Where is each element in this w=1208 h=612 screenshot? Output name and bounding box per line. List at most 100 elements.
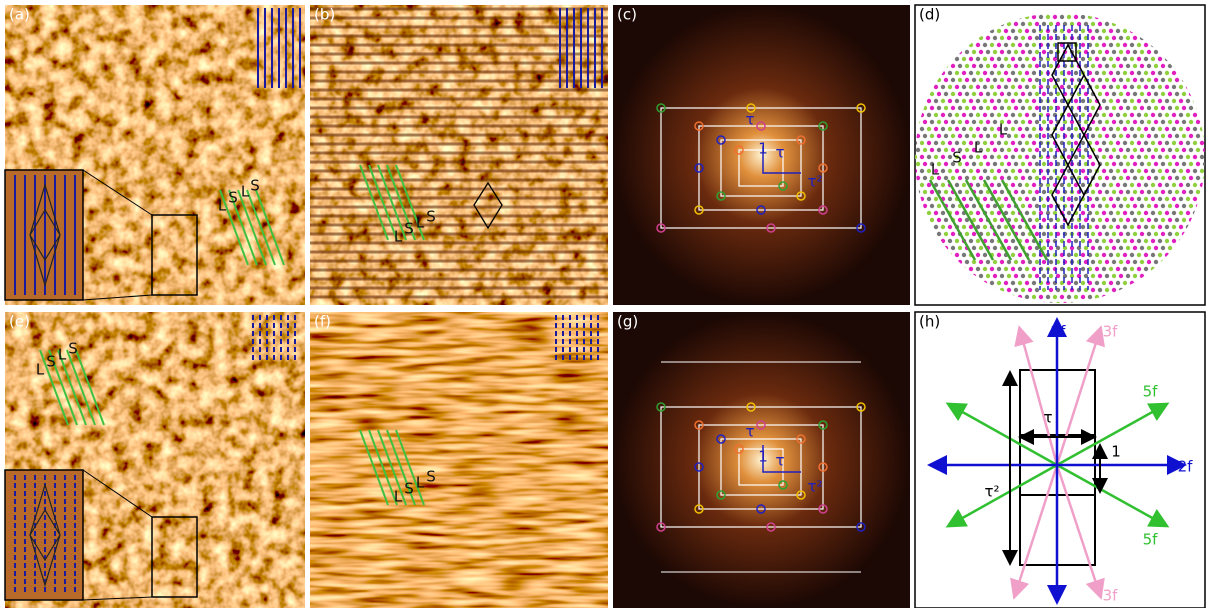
atom	[951, 232, 955, 236]
atom	[1004, 239, 1008, 243]
atom	[1021, 22, 1025, 26]
atom	[1123, 239, 1127, 243]
atom	[1161, 176, 1165, 180]
atom	[934, 197, 938, 201]
atom	[972, 106, 976, 110]
atom	[958, 120, 962, 124]
atom	[1025, 99, 1029, 103]
atom	[1140, 134, 1144, 138]
atom	[1004, 197, 1008, 201]
atom	[1074, 267, 1078, 271]
atom	[979, 274, 983, 278]
atom	[1018, 71, 1022, 75]
atom	[1098, 274, 1102, 278]
atom	[941, 113, 945, 117]
atom	[962, 183, 966, 187]
atom	[934, 225, 938, 229]
atom	[1032, 57, 1036, 61]
atom	[979, 260, 983, 264]
atom	[1140, 190, 1144, 194]
atom	[1011, 253, 1015, 257]
atom	[1186, 155, 1190, 159]
atom	[1175, 176, 1179, 180]
atom	[1035, 134, 1039, 138]
atom	[976, 267, 980, 271]
atom	[1081, 225, 1085, 229]
atom	[986, 36, 990, 40]
atom	[1025, 267, 1029, 271]
atom	[1154, 190, 1158, 194]
atom	[1011, 57, 1015, 61]
atom	[962, 253, 966, 257]
atom	[920, 141, 924, 145]
atom	[951, 78, 955, 82]
atom	[930, 148, 934, 152]
atom	[1168, 148, 1172, 152]
atom	[1144, 183, 1148, 187]
atom	[993, 36, 997, 40]
atom	[1035, 190, 1039, 194]
atom	[1102, 113, 1106, 117]
atom	[1116, 141, 1120, 145]
atom	[1172, 99, 1176, 103]
atom	[1021, 288, 1025, 292]
atom	[1018, 85, 1022, 89]
atom	[1042, 274, 1046, 278]
atom	[1168, 190, 1172, 194]
atom	[1067, 253, 1071, 257]
atom	[986, 274, 990, 278]
atom	[1081, 295, 1085, 299]
atom	[1091, 64, 1095, 68]
atom	[1179, 127, 1183, 131]
atom	[1074, 141, 1078, 145]
atom	[976, 253, 980, 257]
atom	[990, 43, 994, 47]
atom	[1081, 113, 1085, 117]
atom	[1109, 183, 1113, 187]
atom	[1116, 169, 1120, 173]
atom	[1102, 127, 1106, 131]
atom	[1179, 169, 1183, 173]
atom	[1144, 85, 1148, 89]
atom	[930, 204, 934, 208]
atom	[1007, 232, 1011, 236]
atom	[1021, 36, 1025, 40]
atom	[1018, 113, 1022, 117]
annotation: τ	[745, 111, 754, 129]
atom	[937, 106, 941, 110]
annotation: S	[46, 353, 56, 371]
atom	[965, 50, 969, 54]
atom	[1105, 22, 1109, 26]
atom	[1035, 260, 1039, 264]
atom	[1105, 106, 1109, 110]
atom	[1154, 232, 1158, 236]
atom	[1116, 197, 1120, 201]
atom	[1011, 29, 1015, 33]
atom	[1130, 183, 1134, 187]
atom	[1151, 99, 1155, 103]
atom	[962, 169, 966, 173]
atom	[1137, 85, 1141, 89]
atom	[1067, 29, 1071, 33]
atom	[1035, 288, 1039, 292]
atom	[1007, 106, 1011, 110]
atom	[1018, 155, 1022, 159]
atom	[1119, 36, 1123, 40]
atom	[1074, 225, 1078, 229]
atom	[1011, 127, 1015, 131]
atom	[1081, 169, 1085, 173]
atom	[1028, 218, 1032, 222]
atom	[969, 155, 973, 159]
atom	[1137, 127, 1141, 131]
atom	[1158, 253, 1162, 257]
atom	[1133, 148, 1137, 152]
atom	[1028, 148, 1032, 152]
atom	[1102, 99, 1106, 103]
atom	[1193, 155, 1197, 159]
atom	[1186, 113, 1190, 117]
atom	[1123, 71, 1127, 75]
atom	[1140, 218, 1144, 222]
atom	[993, 162, 997, 166]
atom	[927, 211, 931, 215]
atom	[1000, 162, 1004, 166]
